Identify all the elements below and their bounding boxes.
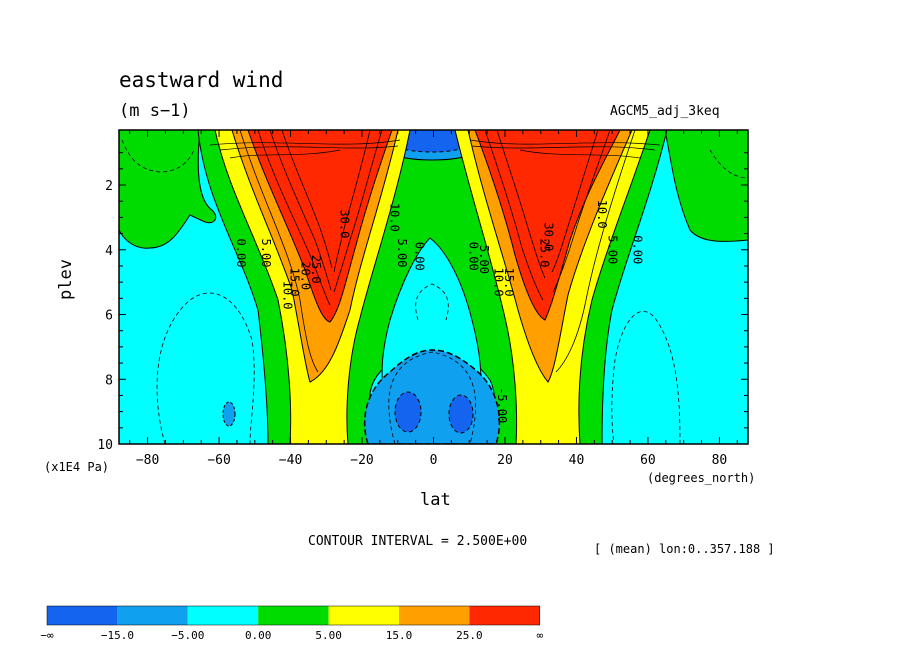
fill-core-left — [394, 391, 422, 433]
x-tick-label: 20 — [497, 453, 513, 468]
run-label: AGCM5_adj_3keq — [610, 104, 720, 119]
chart-units: (m s−1) — [119, 101, 191, 121]
x-tick-label: −60 — [207, 453, 230, 468]
colorbar-label: ∞ — [536, 629, 543, 642]
fill-nh-red — [474, 130, 621, 321]
x-axis-units: (degrees_north) — [647, 471, 756, 485]
fill-green-west — [119, 130, 217, 249]
x-tick-label: −80 — [136, 453, 159, 468]
fill-sh-red — [247, 130, 393, 323]
contour-label: 25.0 — [538, 239, 552, 268]
interior-contours — [239, 130, 636, 373]
fill-core-right — [448, 394, 474, 434]
colorbar-swatch — [469, 606, 540, 625]
colorbar-swatch — [399, 606, 470, 625]
x-tick-label: 80 — [712, 453, 728, 468]
contour-interval: CONTOUR INTERVAL = 2.500E+00 — [308, 534, 528, 549]
colorbar-frame — [46, 605, 541, 626]
y-tick-label: 6 — [105, 309, 113, 324]
filled-contours — [119, 130, 748, 444]
contour-label: 10.0 — [595, 200, 609, 229]
contour-label: 25.0 — [309, 255, 323, 284]
contour-label: 0.00 — [234, 239, 248, 268]
colorbar-swatch — [258, 606, 329, 625]
y-tick-label: 4 — [105, 244, 113, 259]
colorbar-label: 15.0 — [386, 629, 413, 642]
contour-label: 5.00 — [259, 239, 273, 268]
negative-contours — [121, 139, 748, 444]
contour-label: 30.0 — [541, 222, 555, 251]
fill-green-east — [664, 130, 748, 242]
contour-label: 0.00 — [631, 235, 645, 264]
chart-title: eastward wind — [119, 68, 284, 92]
x-tick-label: 40 — [569, 453, 585, 468]
contour-label: 5.00 — [395, 239, 409, 268]
colorbar-swatch — [117, 606, 188, 625]
y-axis-units: (x1E4 Pa) — [44, 460, 110, 474]
y-tick-label: 2 — [105, 179, 113, 194]
mean-label: [ (mean) lon:0..357.188 ] — [594, 542, 775, 556]
axis-ticks: −80 −60 −40 −20 0 20 40 60 80 2 4 6 8 10 — [97, 130, 748, 468]
x-axis-label: lat — [420, 490, 451, 510]
colorbar-swatch — [187, 606, 259, 625]
x-tick-label: −40 — [279, 453, 302, 468]
x-tick-label: −20 — [350, 453, 373, 468]
colorbar-label: −15.0 — [101, 629, 134, 642]
upper-contours — [209, 139, 661, 159]
colorbar-label: −∞ — [40, 629, 54, 642]
colorbar-label: 5.00 — [315, 629, 342, 642]
colorbar-label: −5.00 — [171, 629, 204, 642]
colorbar-swatch — [47, 606, 118, 625]
y-tick-label: 8 — [105, 373, 113, 388]
colorbar: −∞ −15.0 −5.00 0.00 5.00 15.0 25.0 ∞ — [40, 605, 543, 642]
contour-label: 0.00 — [466, 242, 480, 271]
contour-label: 10.0 — [388, 203, 402, 232]
contour-label: 30.0 — [338, 209, 352, 238]
contour-label: -5.00 — [495, 387, 509, 423]
contour-label: 15.0 — [502, 268, 516, 297]
x-tick-label: 60 — [640, 453, 656, 468]
contour-label: 0.00 — [413, 242, 427, 271]
colorbar-swatch — [328, 606, 399, 625]
contour-label: 5.00 — [606, 235, 620, 264]
contour-label: 15.0 — [288, 268, 302, 297]
colorbar-label: 0.00 — [245, 629, 272, 642]
contour-label: 20.0 — [298, 261, 312, 290]
x-tick-label: 0 — [430, 453, 438, 468]
contour-label: 10.0 — [280, 281, 294, 310]
contour-label: 10.0 — [491, 268, 505, 297]
fill-blue-sh — [222, 401, 236, 427]
colorbar-label: 25.0 — [456, 629, 483, 642]
contour-label: 5.00 — [477, 245, 491, 274]
y-tick-label: 10 — [97, 438, 113, 453]
